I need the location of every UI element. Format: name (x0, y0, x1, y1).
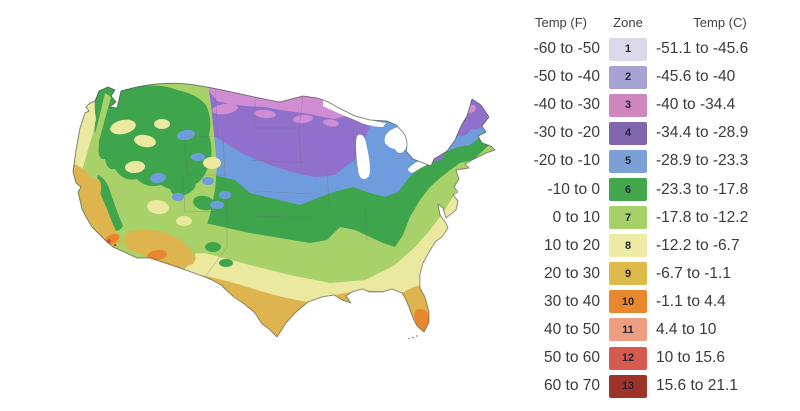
temp-f-value: -40 to -30 (533, 96, 600, 114)
zone-swatch-cell: 9 (605, 260, 651, 288)
zone-swatch-cell: 13 (605, 372, 651, 400)
temp-f-value: 10 to 20 (543, 236, 600, 254)
zone-swatch: 2 (609, 65, 647, 89)
temp-f-value: 60 to 70 (543, 377, 600, 395)
temp-f-value: 40 to 50 (543, 320, 600, 338)
temp-f-value: 0 to 10 (552, 208, 600, 226)
zone-bands (73, 83, 495, 337)
header-temp-f: Temp (F) (535, 14, 587, 30)
zone-number: 10 (621, 295, 635, 308)
zone-number: 4 (624, 127, 632, 140)
zone-swatch-cell: 10 (605, 288, 651, 316)
temp-c-value: -34.4 to -28.9 (656, 124, 749, 142)
temp-c-value: 4.4 to 10 (656, 320, 717, 338)
temp-c-value: 15.6 to 21.1 (656, 377, 738, 395)
west-green-patches (170, 178, 233, 267)
south-florida-orange (414, 309, 429, 332)
temp-c-value: -51.1 to -45.6 (656, 40, 749, 58)
zone-swatch-cell: 2 (605, 63, 651, 91)
temp-f-value: -10 to 0 (547, 180, 600, 198)
zone-swatch-cell: 3 (605, 91, 651, 119)
zone-number: 7 (624, 211, 632, 224)
zone-number: 13 (621, 380, 635, 393)
zone-swatch-cell: 8 (605, 232, 651, 260)
zone-swatch-cell: 4 (605, 119, 651, 147)
temp-f-value: 30 to 40 (543, 292, 600, 310)
zone-swatch: 11 (609, 318, 647, 342)
header-temp-c: Temp (C) (693, 14, 747, 30)
us-map-svg (72, 82, 496, 340)
temp-f-value: -30 to -20 (533, 124, 600, 142)
zone-swatch: 10 (609, 290, 647, 314)
temp-c-value: -23.3 to -17.8 (656, 180, 749, 198)
zone-swatch: 6 (609, 178, 647, 202)
us-coastline (72, 82, 496, 338)
temp-c-value: -1.1 to 4.4 (656, 292, 726, 310)
west-mountains-green (94, 84, 212, 190)
temp-f-value: -20 to -10 (533, 152, 600, 170)
zone-number: 2 (624, 71, 632, 84)
temp-c-value: -40 to -34.4 (656, 96, 736, 114)
south-texas-gold (201, 275, 308, 337)
state-boundaries (182, 88, 368, 278)
zone-swatch: 7 (609, 206, 647, 230)
temp-f-value: 20 to 30 (543, 264, 600, 282)
zone-number: 5 (624, 155, 632, 168)
zone-number: 1 (624, 43, 632, 56)
arizona-orange (147, 249, 167, 261)
zone-number: 9 (624, 267, 632, 280)
zone-number: 12 (621, 352, 635, 365)
zone-swatch: 5 (609, 149, 647, 173)
coast-inner-strip (82, 93, 111, 179)
central-valley-gold (84, 178, 102, 212)
zone-swatch-cell: 6 (605, 175, 651, 203)
temp-c-value: 10 to 15.6 (656, 349, 725, 367)
zone-swatch-cell: 1 (605, 35, 651, 63)
temp-c-value: -12.2 to -6.7 (656, 236, 740, 254)
zone-4-adirondacks (428, 149, 444, 161)
zone-swatch: 8 (609, 234, 647, 258)
header-zone: Zone (613, 14, 643, 30)
zone-number: 8 (624, 239, 632, 252)
temp-f-value: -60 to -50 (533, 40, 600, 58)
west-blue-patches (150, 129, 231, 209)
us-hardiness-map (65, 75, 525, 365)
temp-c-value: -28.9 to -23.3 (656, 152, 749, 170)
zone-swatch: 4 (609, 121, 647, 145)
zone-swatch: 12 (609, 346, 647, 370)
socal-red-spot (107, 239, 111, 243)
zone-swatch-cell: 7 (605, 204, 651, 232)
zone-swatch-cell: 12 (605, 344, 651, 372)
legend-table: Temp (F) Zone Temp (C) -60 to -50 1 -51.… (522, 9, 784, 400)
temp-f-value: -50 to -40 (533, 68, 600, 86)
zone-number: 3 (624, 99, 632, 112)
west-basin-yellow-patches (110, 119, 221, 226)
socal-red-spot-2 (113, 243, 117, 247)
zone-swatch: 9 (609, 262, 647, 286)
arizona-gold (124, 229, 196, 268)
temp-c-value: -17.8 to -12.2 (656, 208, 749, 226)
sierra-nevada (96, 175, 123, 231)
zone-swatch-cell: 11 (605, 316, 651, 344)
temp-f-value: 50 to 60 (543, 349, 600, 367)
zone-swatch: 1 (609, 37, 647, 61)
lake-michigan (356, 134, 371, 180)
zone-swatch: 13 (609, 374, 647, 398)
zone-number: 6 (624, 183, 632, 196)
california-gold (73, 163, 121, 247)
temp-c-value: -6.7 to -1.1 (656, 264, 731, 282)
zone-number: 11 (622, 323, 634, 336)
zone-swatch: 3 (609, 93, 647, 117)
temp-c-value: -45.6 to -40 (656, 68, 736, 86)
florida-keys (408, 335, 418, 340)
zone-swatch-cell: 5 (605, 147, 651, 175)
